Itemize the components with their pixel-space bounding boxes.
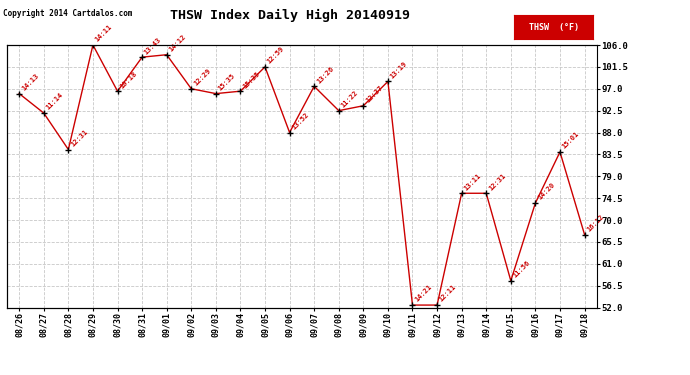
Text: 12:29: 12:29: [193, 68, 212, 87]
Text: 12:11: 12:11: [438, 284, 457, 303]
Text: 15:35: 15:35: [241, 70, 261, 89]
Text: 12:31: 12:31: [487, 172, 506, 191]
Text: 13:19: 13:19: [389, 60, 408, 80]
Text: 11:22: 11:22: [340, 89, 359, 109]
Text: 13:11: 13:11: [463, 172, 482, 191]
Text: 10:18: 10:18: [119, 70, 138, 89]
Text: 13:43: 13:43: [144, 36, 163, 55]
Text: 15:35: 15:35: [217, 72, 237, 92]
Text: 12:59: 12:59: [266, 46, 286, 65]
Text: THSW  (°F): THSW (°F): [529, 22, 579, 32]
Text: 13:52: 13:52: [290, 111, 310, 130]
Text: 14:21: 14:21: [414, 284, 433, 303]
Text: 16:12: 16:12: [586, 213, 605, 232]
Text: 14:11: 14:11: [94, 24, 113, 43]
Text: 12:31: 12:31: [70, 128, 89, 148]
Text: 14:12: 14:12: [168, 33, 187, 53]
Text: THSW Index Daily High 20140919: THSW Index Daily High 20140919: [170, 9, 410, 22]
Text: Copyright 2014 Cartdalos.com: Copyright 2014 Cartdalos.com: [3, 9, 133, 18]
Text: 11:14: 11:14: [45, 92, 64, 111]
Text: 11:56: 11:56: [512, 260, 531, 279]
Text: 14:20: 14:20: [537, 182, 556, 201]
Text: 15:01: 15:01: [561, 131, 580, 150]
Text: 14:13: 14:13: [21, 72, 40, 92]
Text: 12:37: 12:37: [364, 84, 384, 104]
Text: 13:26: 13:26: [315, 65, 335, 84]
